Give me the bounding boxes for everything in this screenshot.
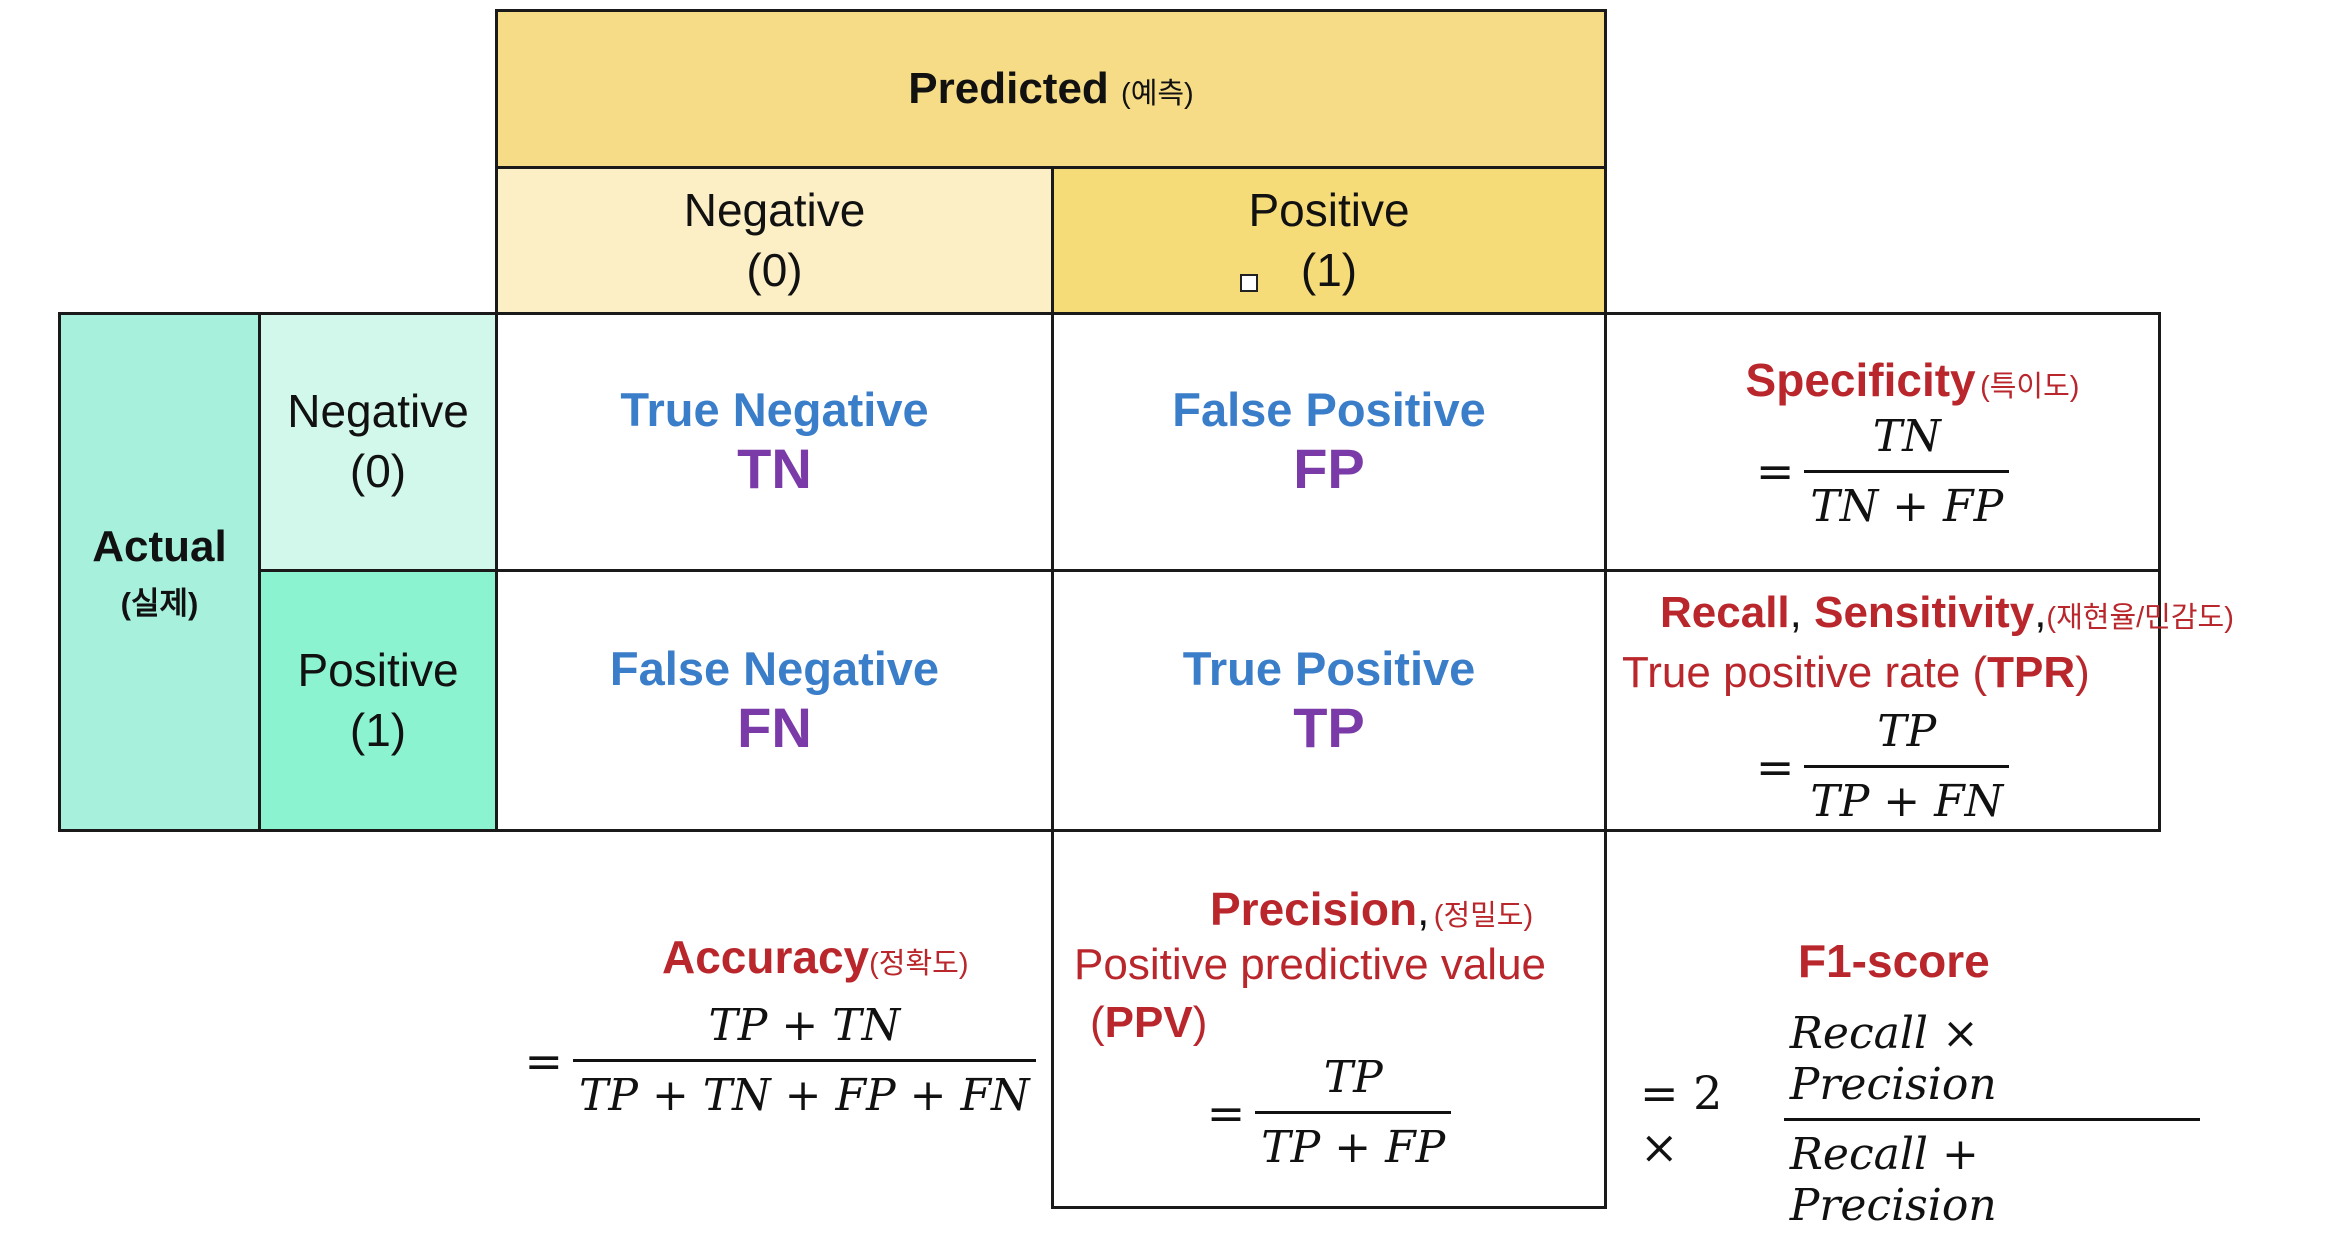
square-marker-icon bbox=[1240, 274, 1258, 292]
recall-title-row: Recall, Sensitivity,(재현율/민감도) bbox=[1660, 588, 2234, 638]
cell-fn-abbr: FN bbox=[737, 695, 812, 759]
f1-formula: = 2 × Recall × Precision Recall + Precis… bbox=[1640, 1008, 2200, 1231]
predicted-label-kr: (예측) bbox=[1121, 78, 1194, 110]
cell-false-positive: False Positive FP bbox=[1051, 312, 1607, 572]
recall-tpr-abbr: TPR bbox=[1987, 648, 2076, 697]
column-negative-label: Negative bbox=[683, 183, 866, 236]
recall-eq: = bbox=[1755, 739, 1795, 794]
recall-sep1: , bbox=[1789, 588, 1815, 637]
row-negative-value: (0) bbox=[349, 445, 407, 497]
recall-title-kr: (재현율/민감도) bbox=[2046, 602, 2234, 634]
precision-formula: = TP TP + FP bbox=[1051, 1052, 1607, 1173]
precision-numerator: TP bbox=[1323, 1052, 1383, 1103]
row-positive-value: (1) bbox=[349, 703, 407, 756]
column-positive-label: Positive bbox=[1248, 183, 1410, 236]
precision-ppv-line: Positive predictive value bbox=[1074, 940, 1546, 990]
column-header-negative: Negative (0) bbox=[495, 166, 1054, 315]
predicted-header: Predicted (예측) bbox=[495, 9, 1607, 169]
accuracy-denominator: TP + TN + FP + FN bbox=[573, 1059, 1036, 1121]
precision-sep: , bbox=[1417, 886, 1430, 935]
column-negative-value: (0) bbox=[746, 243, 803, 296]
row-header-positive: Positive (1) bbox=[258, 569, 498, 832]
recall-title-a: Recall bbox=[1660, 588, 1790, 637]
specificity-box: Specificity (특이도) = TN TN + FP bbox=[1604, 312, 2161, 572]
precision-ppv-text: Positive predictive value bbox=[1074, 940, 1547, 989]
recall-formula: = TP TP + FN bbox=[1604, 706, 2161, 827]
accuracy-title: Accuracy(정확도) bbox=[662, 930, 969, 984]
f1-eq: = 2 × bbox=[1640, 1065, 1723, 1174]
cell-fn-name: False Negative bbox=[609, 641, 940, 695]
recall-tpr-line: True positive rate (TPR) bbox=[1622, 648, 2090, 698]
column-header-positive: Positive (1) bbox=[1051, 166, 1607, 315]
recall-numerator: TP bbox=[1877, 706, 1937, 757]
accuracy-title-kr: (정확도) bbox=[869, 948, 969, 980]
precision-ppv-abbr: PPV bbox=[1104, 998, 1193, 1047]
column-positive-value: (1) bbox=[1300, 243, 1358, 296]
actual-label-kr: (실제) bbox=[120, 585, 199, 621]
precision-denominator: TP + FP bbox=[1255, 1111, 1452, 1173]
specificity-denominator: TN + FP bbox=[1804, 469, 2010, 532]
specificity-title: Specificity bbox=[1745, 353, 1976, 406]
accuracy-numerator: TP + TN bbox=[708, 1000, 901, 1051]
recall-tpr-close: ) bbox=[2075, 648, 2090, 697]
recall-title-b: Sensitivity bbox=[1814, 588, 2035, 637]
recall-denominator: TP + FN bbox=[1804, 765, 2010, 827]
cell-false-negative: False Negative FN bbox=[495, 569, 1054, 832]
recall-box bbox=[1604, 569, 2161, 832]
cell-fp-name: False Positive bbox=[1172, 383, 1486, 437]
cell-true-positive: True Positive TP bbox=[1051, 569, 1607, 832]
predicted-label: Predicted bbox=[908, 64, 1109, 113]
precision-title: Precision, (정밀도) bbox=[1210, 882, 1533, 936]
precision-ppv-open: ( bbox=[1090, 998, 1105, 1047]
precision-box bbox=[1051, 829, 1607, 1209]
cell-tn-abbr: TN bbox=[737, 437, 812, 501]
precision-title-text: Precision bbox=[1210, 883, 1418, 935]
cell-true-negative: True Negative TN bbox=[495, 312, 1054, 572]
specificity-title-kr: (특이도) bbox=[1980, 370, 2080, 403]
accuracy-formula: = TP + TN TP + TN + FP + FN bbox=[520, 1000, 1040, 1121]
precision-eq: = bbox=[1206, 1085, 1246, 1140]
cell-tn-name: True Negative bbox=[620, 383, 929, 437]
actual-label: Actual bbox=[92, 521, 227, 571]
f1-numerator: Recall × Precision bbox=[1789, 1008, 1997, 1110]
cell-fp-abbr: FP bbox=[1293, 437, 1365, 501]
f1-title-text: F1-score bbox=[1798, 935, 1990, 987]
accuracy-title-text: Accuracy bbox=[662, 931, 870, 983]
specificity-numerator: TN bbox=[1872, 410, 1941, 462]
cell-tp-abbr: TP bbox=[1293, 695, 1365, 759]
recall-sep2: , bbox=[2034, 588, 2047, 637]
precision-title-kr: (정밀도) bbox=[1433, 900, 1534, 932]
row-positive-label: Positive bbox=[297, 643, 459, 696]
row-header-negative: Negative (0) bbox=[258, 312, 498, 572]
precision-ppv-abbr-line: (PPV) bbox=[1090, 998, 1207, 1048]
row-negative-label: Negative bbox=[287, 385, 469, 438]
accuracy-eq: = bbox=[524, 1033, 564, 1088]
f1-title: F1-score bbox=[1798, 934, 1990, 988]
recall-tpr-text: True positive rate ( bbox=[1622, 648, 1988, 697]
specificity-formula: = TN TN + FP bbox=[1755, 410, 2010, 532]
actual-header: Actual (실제) bbox=[58, 312, 261, 832]
f1-denominator: Recall + Precision bbox=[1783, 1118, 2200, 1231]
specificity-eq: = bbox=[1755, 444, 1795, 498]
cell-tp-name: True Positive bbox=[1182, 641, 1476, 695]
precision-ppv-close: ) bbox=[1192, 998, 1208, 1047]
